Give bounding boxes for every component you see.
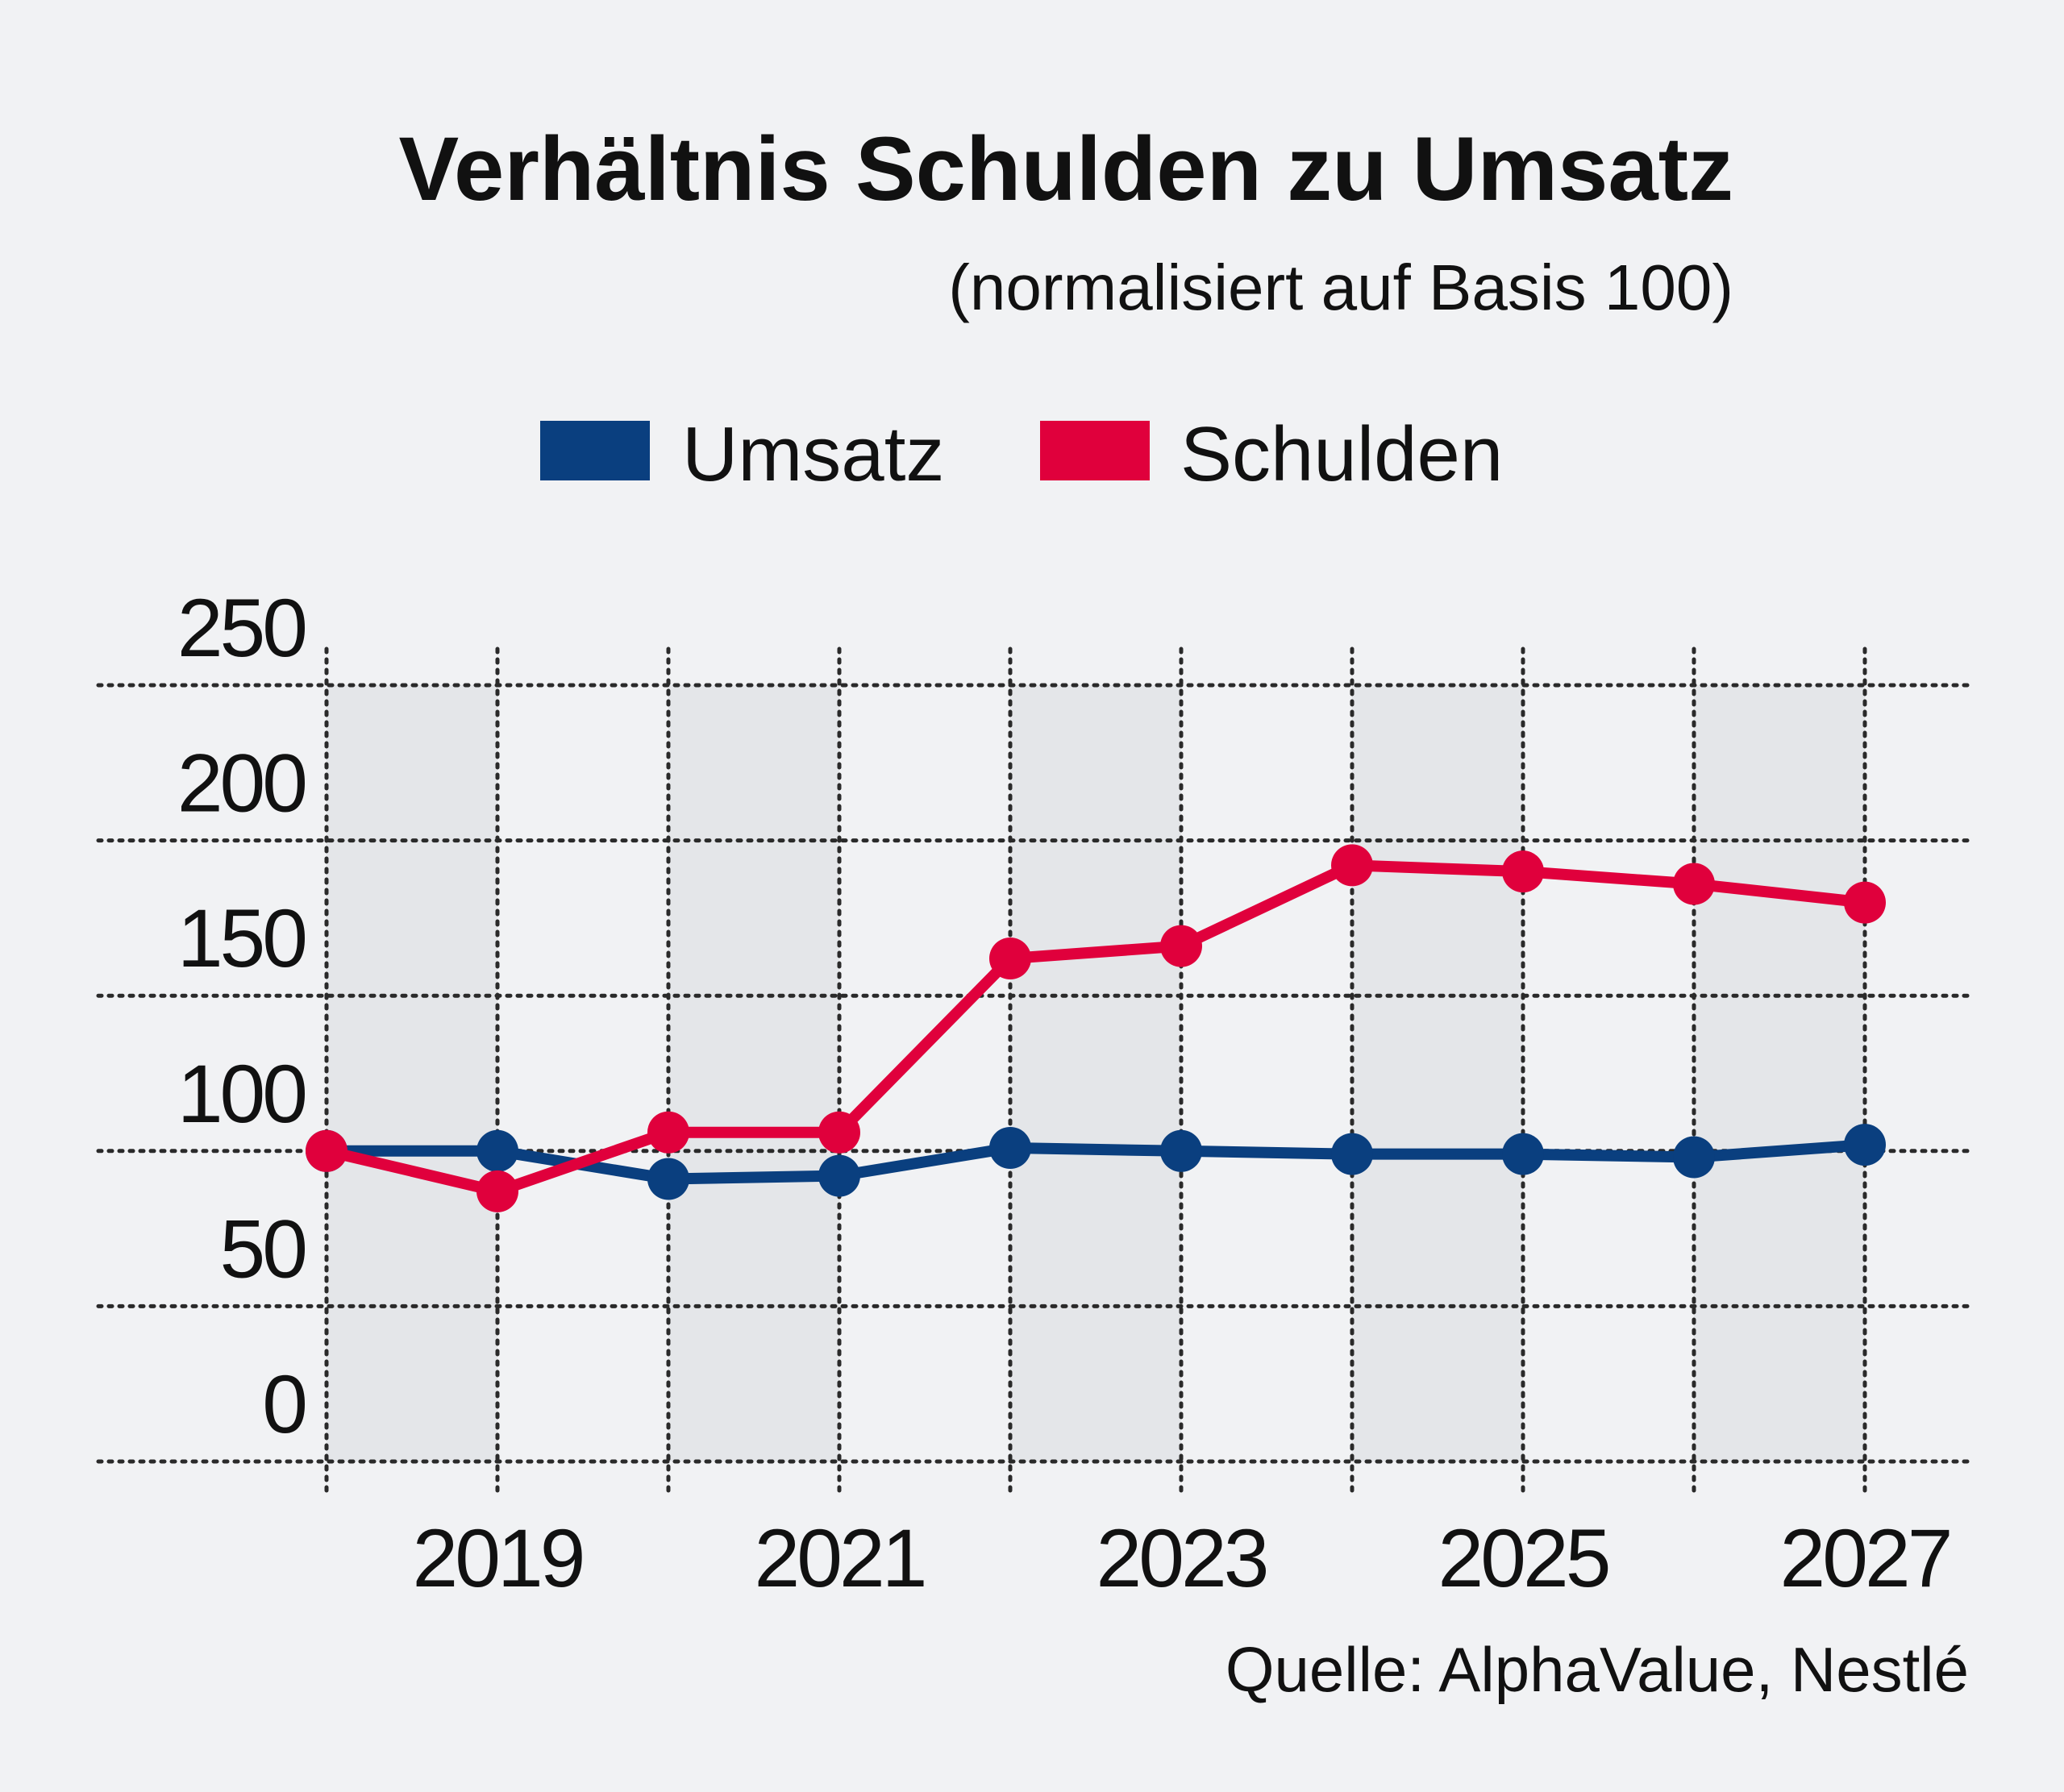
background-band <box>327 685 497 1461</box>
y-tick-label-50: 50 <box>220 1203 306 1295</box>
data-point-umsatz-2021 <box>818 1154 860 1197</box>
x-axis: 2019 2021 2023 2025 2027 <box>413 1512 1954 1604</box>
x-tick-label-2027: 2027 <box>1780 1512 1950 1604</box>
y-tick-label-250: 250 <box>177 582 305 674</box>
legend-label-schulden: Schulden <box>1180 411 1503 497</box>
chart-subtitle: (normalisiert auf Basis 100) <box>948 252 1733 323</box>
data-point-umsatz-2026 <box>1673 1136 1715 1179</box>
y-axis: 0 50 100 150 200 250 <box>177 582 308 1450</box>
series-line-schulden <box>321 859 1870 1197</box>
x-tick-label-2023: 2023 <box>1096 1512 1267 1604</box>
background-bands <box>327 685 1865 1461</box>
series-schulden <box>306 844 1886 1212</box>
data-point-schulden-2022 <box>989 937 1031 979</box>
data-point-schulden-2020 <box>647 1111 689 1154</box>
data-point-umsatz-2019 <box>476 1129 518 1172</box>
x-tick-label-2021: 2021 <box>755 1512 925 1604</box>
x-tick-label-2025: 2025 <box>1438 1512 1608 1604</box>
background-band <box>1010 685 1181 1461</box>
data-point-schulden-2019 <box>476 1170 518 1212</box>
data-point-schulden-2027 <box>1844 881 1886 924</box>
legend: Umsatz Schulden <box>540 411 1503 497</box>
background-band <box>668 685 839 1461</box>
data-point-umsatz-2027 <box>1844 1124 1886 1166</box>
data-point-umsatz-2020 <box>647 1158 689 1200</box>
legend-swatch-umsatz <box>540 421 650 480</box>
data-point-schulden-2023 <box>1160 925 1202 967</box>
background-band <box>1352 685 1523 1461</box>
data-point-schulden-2018 <box>306 1129 347 1172</box>
data-point-umsatz-2024 <box>1331 1133 1373 1175</box>
background-band <box>1694 685 1865 1461</box>
y-tick-label-200: 200 <box>177 738 305 829</box>
legend-swatch-schulden <box>1040 421 1150 480</box>
source-note: Quelle: AlphaValue, Nestlé <box>1226 1634 1969 1705</box>
x-tick-label-2019: 2019 <box>413 1512 583 1604</box>
series-umsatz <box>306 1124 1886 1200</box>
y-tick-label-150: 150 <box>177 892 305 984</box>
data-point-schulden-2026 <box>1673 863 1715 905</box>
series-layer <box>306 844 1886 1212</box>
y-tick-label-0: 0 <box>262 1358 305 1450</box>
data-point-schulden-2021 <box>818 1111 860 1154</box>
y-tick-label-100: 100 <box>177 1048 305 1140</box>
data-point-schulden-2024 <box>1331 844 1373 887</box>
legend-label-umsatz: Umsatz <box>682 411 944 497</box>
chart-title: Verhältnis Schulden zu Umsatz <box>399 118 1734 219</box>
gridlines <box>96 647 1974 1495</box>
data-point-umsatz-2023 <box>1160 1129 1202 1172</box>
data-point-umsatz-2025 <box>1502 1133 1544 1175</box>
data-point-schulden-2025 <box>1502 850 1544 893</box>
data-point-umsatz-2022 <box>989 1126 1031 1169</box>
